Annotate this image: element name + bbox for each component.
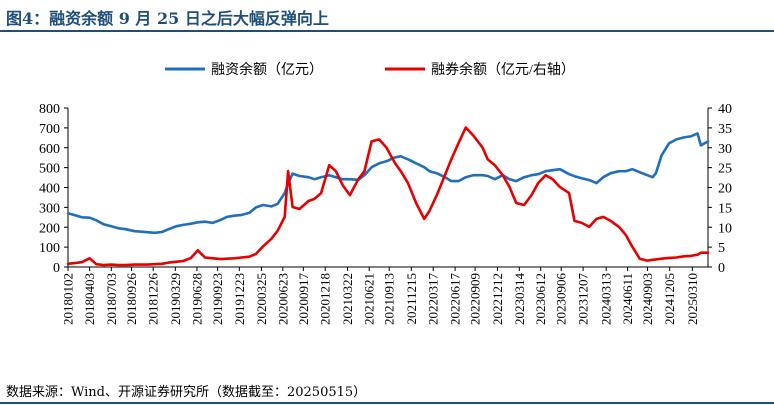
x-tick-label: 20230906 [554,273,569,326]
y-right-tick-label: 10 [718,221,732,236]
y-left-tick-label: 600 [39,142,60,157]
x-tick-label: 20231207 [576,273,591,326]
x-tick-label: 20190329 [168,273,183,325]
x-tick-label: 20200623 [275,273,290,325]
legend-financing-label: 融资余额（亿元） [211,61,323,78]
x-tick-label: 20240903 [640,273,655,325]
x-tick-label: 20210322 [340,273,355,325]
source-note: 数据来源：Wind、开源证券研究所（数据截至：20250515） [6,385,367,400]
x-tick-label: 20240611 [620,273,635,325]
x-tick-label: 20190628 [189,273,204,325]
y-left-tick-label: 700 [39,122,60,137]
x-tick-label: 20220317 [426,273,441,326]
y-left-tick-label: 500 [39,162,60,177]
title-bar: 图4：融资余额 9 月 25 日之后大幅反弹向上 [0,0,774,32]
page-title: 图4：融资余额 9 月 25 日之后大幅反弹向上 [6,9,329,28]
bottom-rule [0,402,774,404]
y-left-tick-label: 300 [39,201,60,216]
dual-axis-line-chart: 0 100 200 300 400 500 600 700 800 0 5 10 15 20 25 30 35 4… [39,61,732,326]
y-right-tick-label: 15 [718,201,732,216]
x-tick-label: 20220909 [468,273,483,325]
y-left-tick-label: 0 [53,261,60,276]
x-tick-label: 20191223 [232,273,247,325]
y-right-tick-label: 0 [718,261,725,276]
y-left-tick-label: 200 [39,221,60,236]
y-right-tick-label: 20 [718,182,732,197]
y-left-tick-label: 800 [39,102,60,117]
financing-balance-line [66,132,710,235]
y-right-tick-label: 40 [718,102,732,117]
y-right-tick-label: 35 [718,122,732,137]
y-left-tick-label: 400 [39,182,60,197]
x-tick-label: 20190923 [210,273,225,325]
securities-lending-balance-line [66,126,710,267]
x-tick-label: 20221212 [490,273,505,325]
x-tick-label: 20180703 [104,273,119,325]
x-tick-label: 20180403 [82,273,97,325]
x-tick-label: 20211215 [404,273,419,325]
x-tick-label: 20180926 [124,273,139,326]
x-tick-label: 20180102 [61,273,76,325]
x-tick-label: 20210621 [362,273,377,325]
x-tick-label: 20250310 [685,273,700,325]
x-tick-label: 20230314 [512,273,527,326]
legend-securities-label: 融券余额（亿元/右轴） [431,61,575,78]
x-tick-label: 20200325 [254,273,269,325]
y-right-tick-label: 25 [718,162,732,177]
x-tick-label: 20210913 [382,273,397,325]
x-tick-label: 20200917 [296,273,311,326]
x-tick-label: 20230612 [533,273,548,325]
y-left-tick-label: 100 [39,241,60,256]
x-tick-label: 20220617 [448,273,463,326]
x-tick-label: 20241205 [662,273,677,325]
x-tick-label: 20181226 [146,273,161,326]
x-tick-label: 20201218 [318,273,333,325]
x-tick-label: 20240313 [599,273,614,325]
y-right-tick-label: 30 [718,142,732,157]
y-right-tick-label: 5 [718,241,725,256]
